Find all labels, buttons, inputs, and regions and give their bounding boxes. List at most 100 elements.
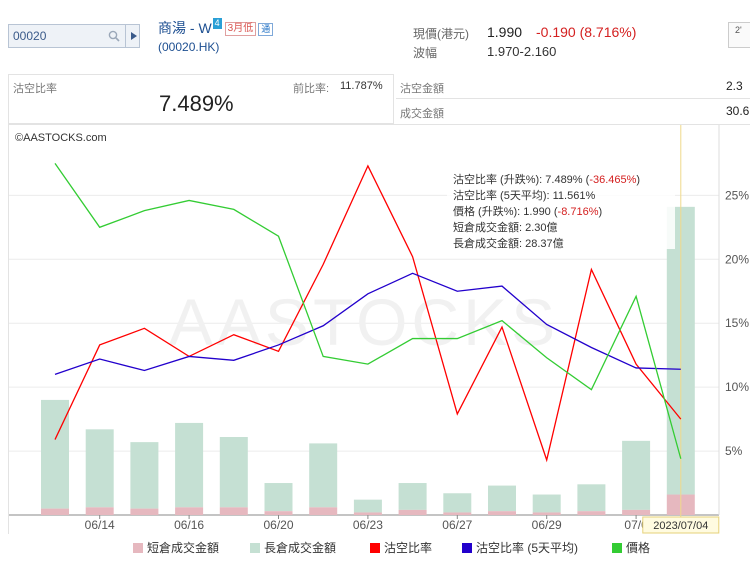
y-tick-label: 15%: [725, 316, 749, 330]
series-line: [54, 272, 681, 375]
tooltip: 沽空比率 (升跌%): 7.489% (-36.465%) 沽空比率 (5天平均)…: [447, 169, 675, 250]
short-turnover-bar: [622, 509, 651, 515]
long-turnover-bar: [130, 442, 159, 509]
hover-date-box: [642, 516, 720, 534]
long-turnover-bar: [443, 493, 472, 513]
amount-panel: 沽空金額 2.3 成交金額 30.6: [396, 74, 750, 124]
stock-code: (00020.HK): [158, 40, 220, 54]
legend-label: 長倉成交金額: [264, 541, 337, 555]
day-range: 1.970-2.160: [487, 44, 557, 59]
short-amount-label: 沽空金額: [400, 83, 444, 95]
previous-ratio-value: 11.787%: [340, 80, 383, 92]
mini-chart-thumbnail[interactable]: 2': [728, 22, 750, 48]
short-turnover-bar: [353, 512, 382, 515]
current-price: 1.990: [487, 24, 523, 40]
tooltip-box: [447, 169, 675, 249]
short-turnover-bar: [488, 511, 516, 515]
short-turnover-bar: [175, 507, 204, 515]
long-turnover-bar: [219, 437, 248, 508]
legend-swatch: [250, 543, 260, 553]
y-tick-label: 10%: [725, 380, 749, 394]
legend-item[interactable]: 長倉成交金額: [250, 539, 336, 556]
y-tick-label: 20%: [725, 252, 749, 266]
turnover-label: 成交金額: [400, 108, 444, 120]
previous-ratio-label: 前比率:: [293, 83, 330, 95]
legend-label: 沽空比率 (5天平均): [476, 541, 579, 555]
short-turnover-bar: [309, 507, 338, 515]
long-turnover-bar: [309, 443, 338, 508]
three-month-low-badge: 3月低: [224, 22, 257, 37]
legend-label: 沽空比率: [384, 541, 433, 555]
legend-item[interactable]: 價格: [612, 539, 650, 556]
legend-item[interactable]: 沽空比率: [370, 539, 432, 556]
mini-chart-label: 2': [735, 25, 742, 35]
legend-swatch: [370, 543, 380, 553]
range-label: 波幅: [413, 46, 438, 60]
short-ratio-panel: 沽空比率 7.489% 前比率: 11.787%: [8, 74, 394, 124]
search-icon[interactable]: [107, 29, 121, 43]
legend-swatch: [612, 543, 622, 553]
go-button[interactable]: [125, 25, 141, 47]
legend-item[interactable]: 沽空比率 (5天平均): [462, 539, 578, 556]
tooltip-line: 長倉成交金額: 28.37億: [453, 236, 564, 250]
x-tick-label: 06/14: [85, 518, 115, 532]
short-turnover-bar: [219, 507, 248, 515]
long-turnover-bar: [353, 499, 382, 513]
short-turnover-bar: [532, 512, 561, 515]
price-change: -0.190 (8.716%): [536, 24, 637, 40]
long-turnover-bar: [488, 485, 516, 512]
hover-date-text: 2023/07/04: [653, 520, 708, 532]
long-turnover-bar: [264, 483, 293, 512]
stock-search-box: [8, 24, 140, 48]
legend-swatch: [133, 543, 143, 553]
y-tick-label: 25%: [725, 188, 749, 202]
y-tick-label: 5%: [725, 444, 743, 458]
short-ratio-label: 沽空比率: [13, 83, 57, 95]
copyright-text: ©AASTOCKS.com: [15, 132, 107, 144]
legend-label: 價格: [626, 541, 651, 555]
long-turnover-bar: [532, 494, 561, 513]
short-ratio-value: 7.489%: [159, 91, 234, 116]
short-selling-chart[interactable]: 25% 20% 15% 10% 5% AASTOCKS 06/14 06/16 06/20 06/…: [8, 124, 750, 534]
long-turnover-bar: [175, 422, 204, 508]
stock-name-row: 商湯 - W 43月低通: [158, 18, 274, 38]
x-tick-label: 06/29: [532, 518, 562, 532]
long-turnover-bar: [41, 399, 69, 509]
short-turnover-bar: [264, 511, 293, 515]
series-line: [54, 162, 682, 459]
short-amount-value: 2.3: [726, 79, 743, 93]
tooltip-line: 價格 (升跌%): 1.990 (-8.716%): [453, 204, 602, 218]
tooltip-line: 沽空比率 (5天平均): 11.561%: [453, 188, 595, 202]
stock-code-input[interactable]: [9, 25, 105, 47]
price-label: 現價(港元): [413, 27, 469, 41]
stock-name[interactable]: 商湯 - W: [158, 20, 212, 36]
long-turnover-bar: [622, 440, 651, 510]
tooltip-line: 短倉成交金額: 2.30億: [453, 220, 558, 234]
short-turnover-bar: [130, 508, 159, 515]
play-arrow-icon: [130, 32, 137, 40]
long-turnover-bar: [85, 429, 114, 508]
notification-badge[interactable]: 4: [212, 18, 222, 29]
short-turnover-bar: [41, 508, 69, 515]
stock-connect-badge: 通: [258, 22, 274, 36]
short-turnover-bar: [443, 512, 472, 515]
short-turnover-bar: [85, 507, 114, 515]
legend-label: 短倉成交金額: [147, 541, 220, 555]
turnover-value: 30.6: [726, 104, 750, 118]
long-turnover-bar: [577, 484, 606, 512]
legend-item[interactable]: 短倉成交金額: [133, 539, 219, 556]
row-divider: [396, 98, 750, 99]
chart-legend: 短倉成交金額 長倉成交金額 沽空比率 沽空比率 (5天平均) 價格: [0, 535, 750, 559]
x-tick-label: 06/20: [263, 518, 293, 532]
legend-swatch: [462, 543, 472, 553]
long-turnover-bar: [398, 483, 427, 510]
series-line: [54, 164, 682, 463]
short-turnover-bar: [398, 509, 427, 515]
x-tick-label: 06/16: [174, 518, 204, 532]
short-selling-stats: 沽空比率 7.489% 前比率: 11.787% 沽空金額 2.3 成交金額 3…: [0, 74, 750, 124]
x-tick-label: 06/23: [353, 518, 383, 532]
tooltip-line: 沽空比率 (升跌%): 7.489% (-36.465%): [453, 172, 640, 186]
x-tick-label: 07/0: [624, 518, 648, 532]
